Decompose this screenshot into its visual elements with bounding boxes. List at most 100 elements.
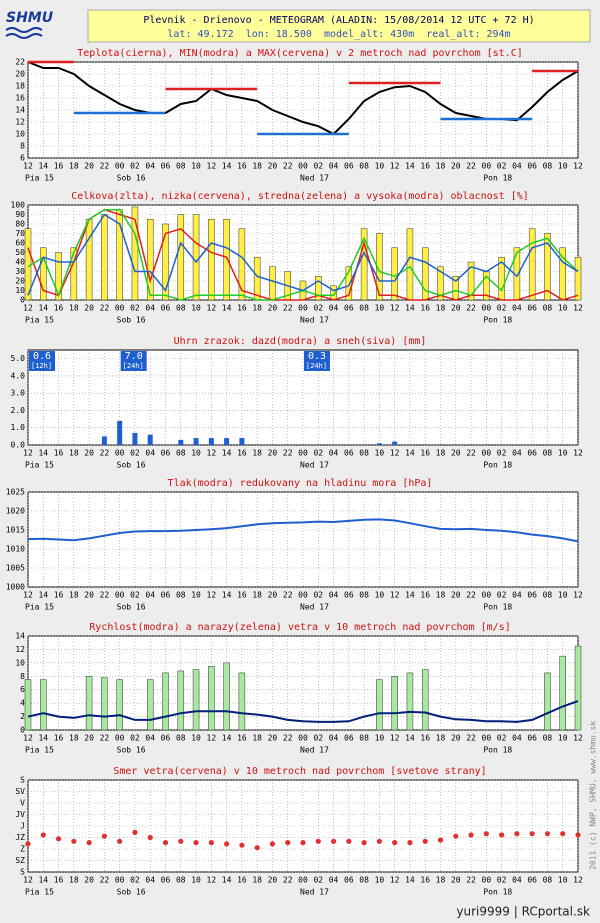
bar — [392, 441, 398, 445]
x-tick-label: 12 — [573, 449, 583, 458]
dot — [544, 831, 551, 837]
bar — [391, 247, 398, 301]
x-tick-label: 04 — [512, 591, 522, 600]
x-tick-label: 06 — [161, 162, 171, 171]
x-tick-label: 20 — [451, 734, 461, 743]
x-tick-label: 00 — [115, 449, 125, 458]
y-tick-label: 80 — [15, 220, 25, 229]
x-tick-label: 02 — [497, 734, 507, 743]
x-tick-label: 22 — [466, 591, 476, 600]
y-tick-label: 70 — [15, 229, 25, 238]
dot — [330, 838, 337, 844]
bar — [147, 434, 153, 445]
x-tick-label: 06 — [161, 304, 171, 313]
bar — [376, 679, 383, 731]
total-box — [120, 351, 147, 371]
x-tick-label: 20 — [268, 591, 278, 600]
x-tick-label: 06 — [344, 591, 354, 600]
bar — [162, 223, 169, 301]
x-tick-label: 06 — [527, 734, 537, 743]
header-box — [87, 9, 591, 43]
x-tick-label: 18 — [252, 591, 262, 600]
x-tick-label: 12 — [573, 734, 583, 743]
x-tick-label: 08 — [176, 876, 186, 885]
header-subtitle: lat: 49.172 lon: 18.500 model_alt: 430m … — [167, 29, 510, 40]
y-tick-label: 14 — [15, 106, 25, 115]
bar — [544, 672, 551, 731]
logo-wave — [5, 33, 43, 39]
day-label: Ned 17 — [300, 888, 329, 897]
y-tick-label: 40 — [15, 258, 25, 267]
x-tick-label: 10 — [191, 734, 201, 743]
x-tick-label: 08 — [543, 449, 553, 458]
bar — [178, 439, 184, 445]
bar — [437, 266, 444, 301]
dot — [147, 834, 153, 841]
x-tick-label: 16 — [420, 591, 430, 600]
y-tick-label: 30 — [15, 267, 25, 276]
x-tick-label: 04 — [329, 734, 339, 743]
dot — [239, 842, 245, 848]
x-tick-label: 20 — [268, 734, 278, 743]
day-label: Pia 15 — [25, 888, 54, 897]
chart-title: Rychlost(modra) a narazy(zelena) vetra v… — [89, 622, 510, 633]
x-tick-label: 06 — [344, 162, 354, 171]
x-tick-label: 04 — [145, 449, 155, 458]
y-tick-label: 10 — [15, 286, 25, 295]
x-tick-label: 10 — [558, 591, 568, 600]
dot — [575, 832, 581, 838]
x-tick-label: 22 — [100, 304, 110, 313]
x-tick-label: 00 — [482, 591, 492, 600]
dot — [71, 838, 77, 844]
x-tick-label: 14 — [38, 304, 48, 313]
x-tick-label: 20 — [84, 591, 94, 600]
bar — [559, 655, 566, 731]
dot — [25, 841, 31, 847]
day-label: Sob 16 — [117, 888, 146, 897]
plot-area — [27, 349, 579, 446]
x-tick-label: 02 — [313, 591, 323, 600]
y-tick-label: SV — [15, 787, 25, 796]
watermark: yuri9999 | RCportal.sk — [456, 905, 590, 919]
x-tick-label: 12 — [390, 591, 400, 600]
bar — [101, 214, 108, 301]
x-tick-label: 16 — [54, 591, 64, 600]
x-tick-label: 04 — [329, 162, 339, 171]
bar — [40, 679, 47, 731]
x-tick-label: 06 — [161, 591, 171, 600]
x-tick-label: 08 — [176, 162, 186, 171]
bar — [101, 677, 108, 731]
x-tick-label: 22 — [466, 162, 476, 171]
x-tick-label: 14 — [38, 449, 48, 458]
x-tick-label: 18 — [436, 304, 446, 313]
x-tick-label: 12 — [390, 876, 400, 885]
x-tick-label: 06 — [161, 734, 171, 743]
x-tick-label: 20 — [84, 449, 94, 458]
x-tick-label: 02 — [313, 162, 323, 171]
x-tick-label: 08 — [543, 304, 553, 313]
day-label: Pon 18 — [483, 316, 512, 325]
y-tick-label: 6 — [20, 154, 25, 163]
y-tick-label: 100 — [11, 201, 26, 210]
bar — [117, 420, 123, 445]
dot — [162, 840, 169, 846]
y-tick-label: V — [20, 799, 25, 808]
bar — [208, 665, 215, 731]
x-tick-label: 22 — [283, 449, 293, 458]
day-label: Pia 15 — [25, 603, 54, 612]
x-tick-label: 20 — [451, 304, 461, 313]
day-label: Ned 17 — [300, 461, 329, 470]
x-tick-label: 00 — [482, 449, 492, 458]
bar — [238, 228, 246, 301]
y-tick-label: 4 — [20, 699, 25, 708]
x-tick-label: 02 — [130, 591, 140, 600]
bar — [406, 672, 414, 731]
bar — [269, 266, 276, 301]
x-tick-label: 12 — [23, 734, 33, 743]
day-label: Sob 16 — [117, 746, 146, 755]
x-tick-label: 14 — [222, 449, 232, 458]
x-tick-label: 10 — [375, 449, 385, 458]
dot — [132, 829, 138, 835]
bar — [192, 214, 200, 301]
x-tick-label: 04 — [329, 304, 339, 313]
